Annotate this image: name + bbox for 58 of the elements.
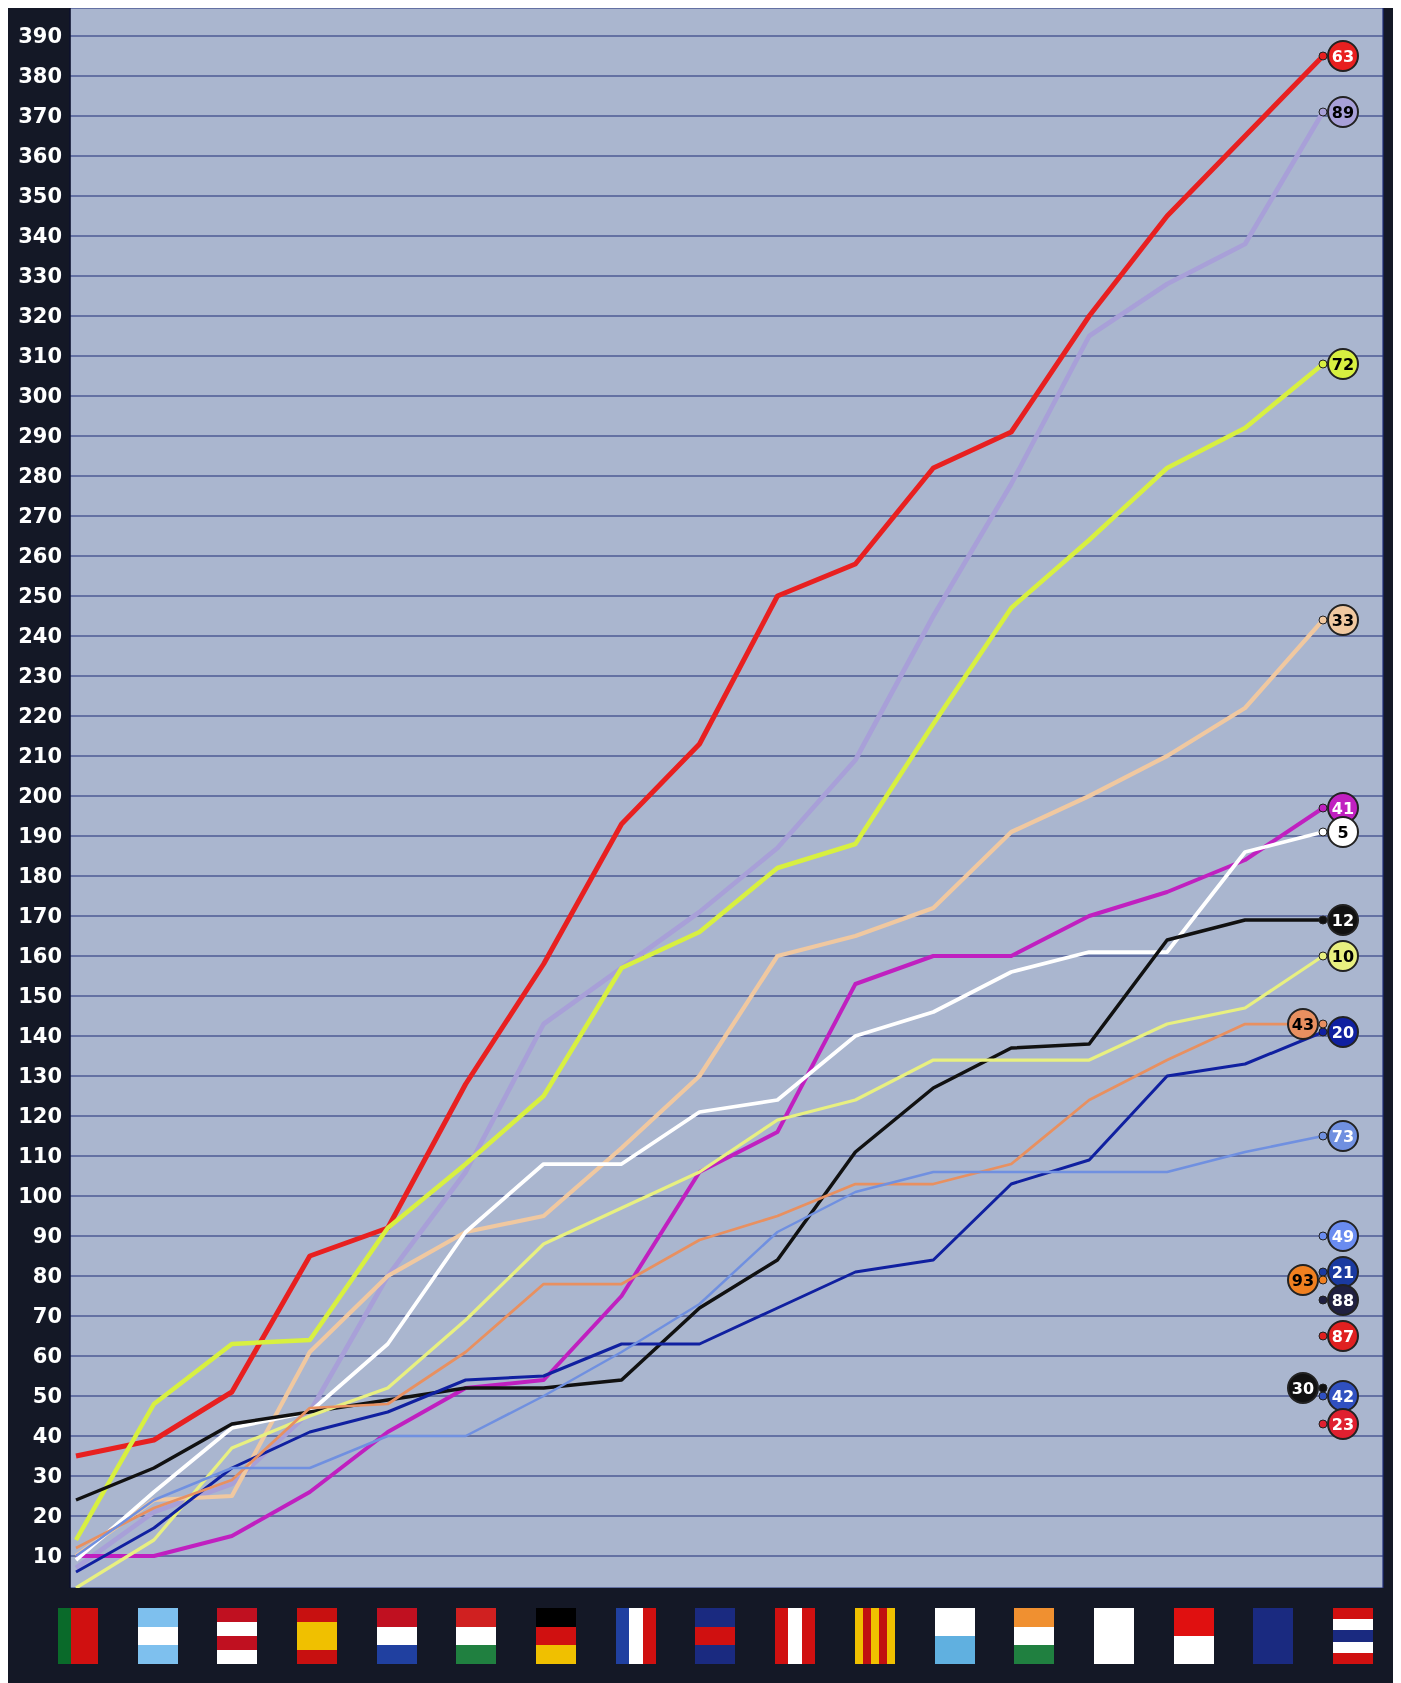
y-tick-label: 130 bbox=[18, 1064, 62, 1089]
y-tick-label: 30 bbox=[32, 1464, 62, 1489]
y-tick-label: 350 bbox=[18, 184, 62, 209]
y-tick-label: 20 bbox=[32, 1504, 62, 1529]
series-label: 89 bbox=[1331, 103, 1355, 122]
y-tick-label: 110 bbox=[18, 1144, 62, 1169]
y-tick-label: 280 bbox=[18, 464, 62, 489]
y-tick-label: 160 bbox=[18, 944, 62, 969]
series-label: 49 bbox=[1331, 1227, 1355, 1246]
series-label: 93 bbox=[1291, 1271, 1315, 1290]
y-tick-label: 140 bbox=[18, 1024, 62, 1049]
y-tick-label: 370 bbox=[18, 104, 62, 129]
y-tick-label: 90 bbox=[32, 1224, 62, 1249]
y-tick-label: 220 bbox=[18, 704, 62, 729]
series-label: 10 bbox=[1331, 947, 1355, 966]
y-tick-label: 300 bbox=[18, 384, 62, 409]
y-tick-label: 330 bbox=[18, 264, 62, 289]
y-tick-label: 150 bbox=[18, 984, 62, 1009]
series-label: 23 bbox=[1331, 1415, 1355, 1434]
y-tick-label: 210 bbox=[18, 744, 62, 769]
y-tick-label: 70 bbox=[32, 1304, 62, 1329]
y-tick-label: 200 bbox=[18, 784, 62, 809]
y-tick-label: 40 bbox=[32, 1424, 62, 1449]
series-label: 72 bbox=[1331, 355, 1355, 374]
y-tick-label: 230 bbox=[18, 664, 62, 689]
y-tick-label: 80 bbox=[32, 1264, 62, 1289]
y-tick-label: 270 bbox=[18, 504, 62, 529]
series-label: 88 bbox=[1331, 1291, 1355, 1310]
series-label: 12 bbox=[1331, 911, 1355, 930]
series-label: 73 bbox=[1331, 1127, 1355, 1146]
y-tick-label: 10 bbox=[32, 1544, 62, 1569]
y-tick-label: 50 bbox=[32, 1384, 62, 1409]
series-label: 63 bbox=[1331, 47, 1355, 66]
y-tick-label: 290 bbox=[18, 424, 62, 449]
y-tick-label: 250 bbox=[18, 584, 62, 609]
y-tick-label: 60 bbox=[32, 1344, 62, 1369]
y-tick-label: 360 bbox=[18, 144, 62, 169]
series-label: 41 bbox=[1331, 799, 1355, 818]
y-tick-label: 380 bbox=[18, 64, 62, 89]
series-label: 5 bbox=[1337, 823, 1349, 842]
y-tick-label: 390 bbox=[18, 24, 62, 49]
y-tick-label: 180 bbox=[18, 864, 62, 889]
series-label: 30 bbox=[1291, 1379, 1315, 1398]
series-label: 43 bbox=[1291, 1015, 1315, 1034]
series-label: 33 bbox=[1331, 611, 1355, 630]
y-tick-label: 240 bbox=[18, 624, 62, 649]
y-tick-label: 310 bbox=[18, 344, 62, 369]
y-tick-label: 100 bbox=[18, 1184, 62, 1209]
y-tick-label: 190 bbox=[18, 824, 62, 849]
y-tick-label: 260 bbox=[18, 544, 62, 569]
y-tick-label: 170 bbox=[18, 904, 62, 929]
y-tick-label: 320 bbox=[18, 304, 62, 329]
y-tick-label: 340 bbox=[18, 224, 62, 249]
y-tick-label: 120 bbox=[18, 1104, 62, 1129]
series-label: 21 bbox=[1331, 1263, 1355, 1282]
series-label: 87 bbox=[1331, 1327, 1355, 1346]
series-label: 20 bbox=[1331, 1023, 1355, 1042]
series-label: 42 bbox=[1331, 1387, 1355, 1406]
